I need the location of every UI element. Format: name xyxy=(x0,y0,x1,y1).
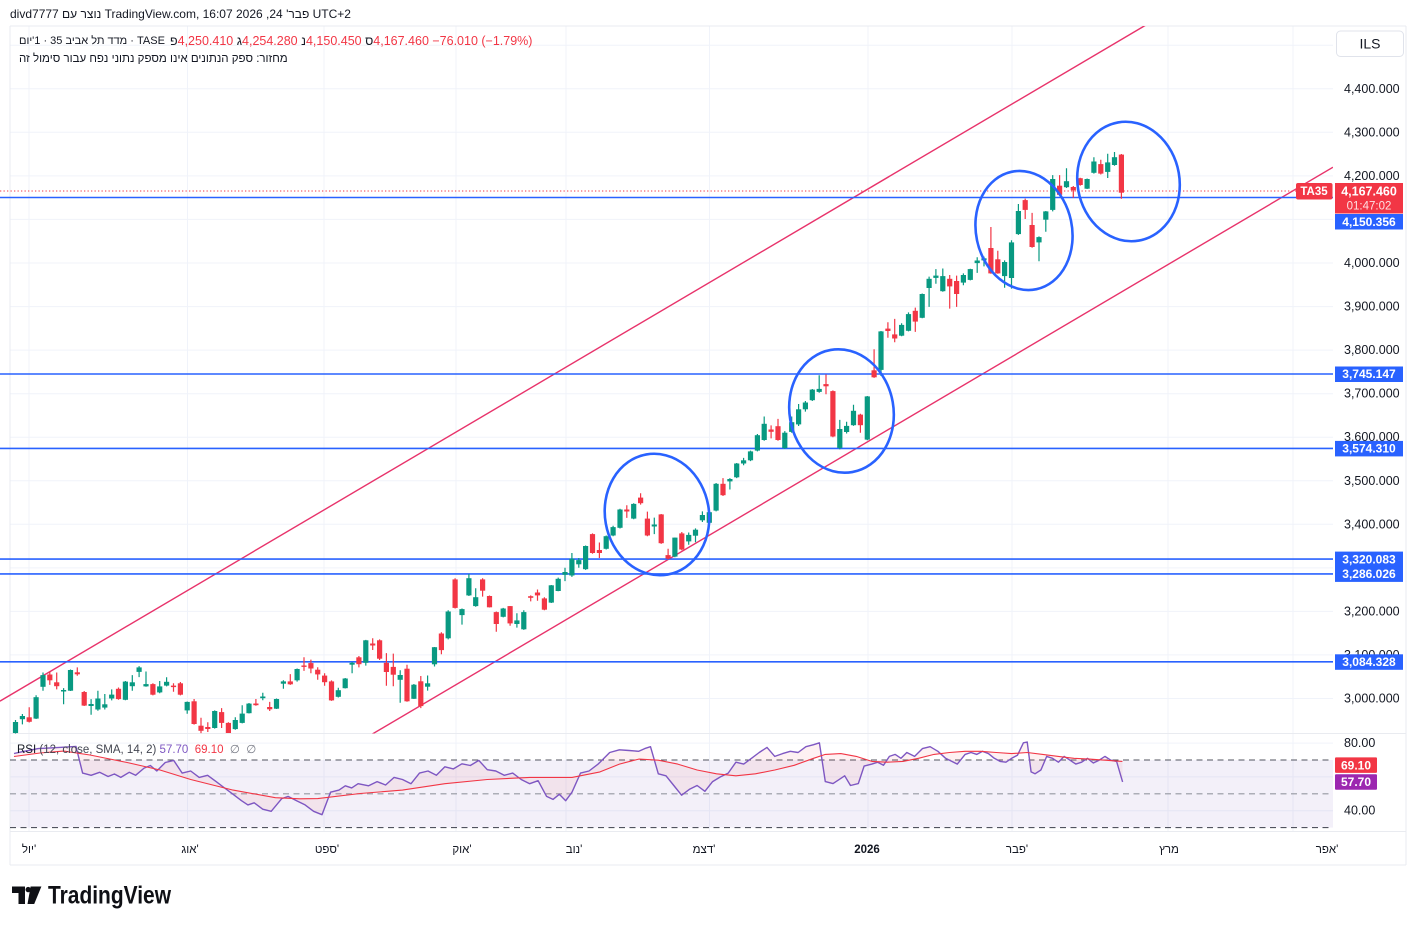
svg-text:2026: 2026 xyxy=(854,844,880,856)
svg-text:4,150.356: 4,150.356 xyxy=(1342,215,1396,229)
svg-text:3,745.147: 3,745.147 xyxy=(1342,367,1396,381)
svg-text:3,500.000: 3,500.000 xyxy=(1344,474,1400,488)
svg-text:אוג': אוג' xyxy=(181,844,198,856)
svg-text:3,320.083: 3,320.083 xyxy=(1342,552,1396,566)
svg-text:3,600.000: 3,600.000 xyxy=(1344,430,1400,444)
svg-text:3,800.000: 3,800.000 xyxy=(1344,343,1400,357)
svg-text:יול': יול' xyxy=(22,843,36,856)
svg-text:4,167.460: 4,167.460 xyxy=(1341,185,1397,199)
svg-text:57.70: 57.70 xyxy=(1341,775,1371,789)
svg-text:TradingView: TradingView xyxy=(48,882,171,910)
svg-text:3,200.000: 3,200.000 xyxy=(1344,604,1400,618)
svg-text:נוב': נוב' xyxy=(566,844,583,856)
svg-text:3,084.328: 3,084.328 xyxy=(1342,655,1396,669)
svg-text:אפר': אפר' xyxy=(1316,844,1339,856)
svg-text:TA35: TA35 xyxy=(1300,186,1328,198)
svg-text:4,300.000: 4,300.000 xyxy=(1344,125,1400,139)
svg-text:3,574.310: 3,574.310 xyxy=(1342,442,1396,456)
svg-text:4,000.000: 4,000.000 xyxy=(1344,256,1400,270)
svg-text:ספט': ספט' xyxy=(315,844,339,856)
svg-text:4,400.000: 4,400.000 xyxy=(1344,82,1400,96)
svg-text:ILS: ILS xyxy=(1359,36,1380,52)
svg-text:אוק': אוק' xyxy=(452,844,471,856)
svg-text:01:47:02: 01:47:02 xyxy=(1347,201,1392,213)
svg-text:3,900.000: 3,900.000 xyxy=(1344,300,1400,314)
svg-text:דצמ': דצמ' xyxy=(693,844,716,856)
svg-text:3,700.000: 3,700.000 xyxy=(1344,387,1400,401)
svg-text:3,286.026: 3,286.026 xyxy=(1342,567,1396,581)
svg-text:מרץ: מרץ xyxy=(1159,844,1179,856)
svg-text:80.00: 80.00 xyxy=(1344,736,1375,750)
svg-text:69.10: 69.10 xyxy=(1341,758,1371,772)
svg-text:3,400.000: 3,400.000 xyxy=(1344,517,1400,531)
svg-text:3,000.000: 3,000.000 xyxy=(1344,692,1400,706)
svg-text:40.00: 40.00 xyxy=(1344,804,1375,818)
svg-text:פבר': פבר' xyxy=(1006,844,1028,856)
svg-text:4,200.000: 4,200.000 xyxy=(1344,169,1400,183)
